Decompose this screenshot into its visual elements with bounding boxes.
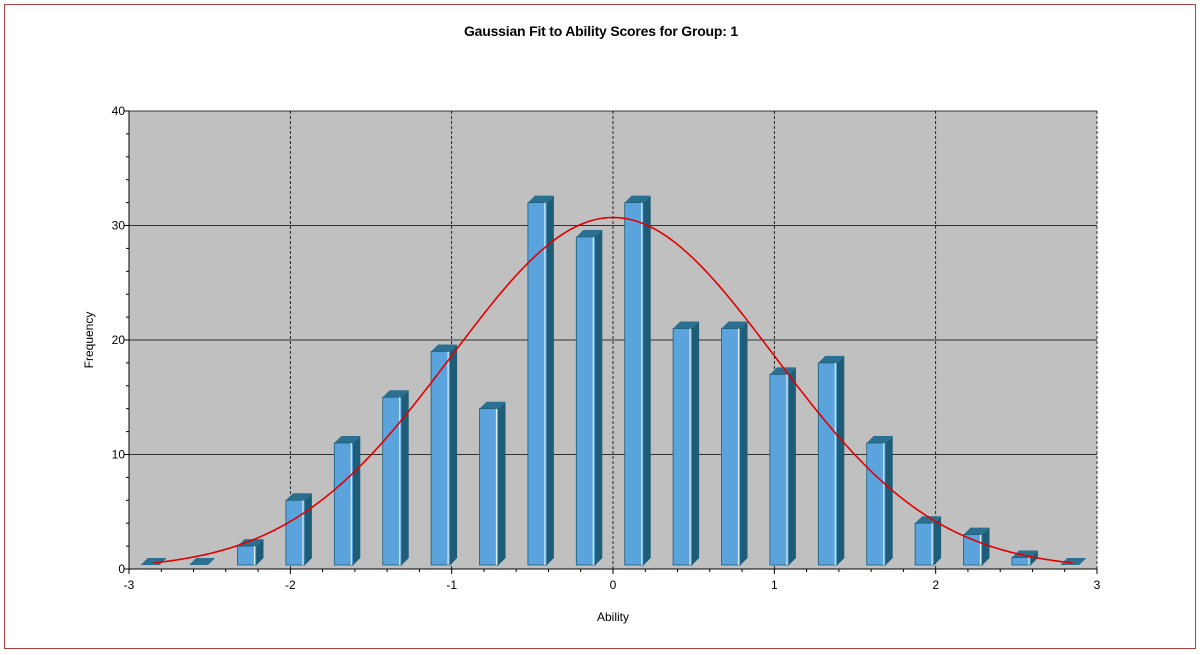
bar-side xyxy=(837,355,845,565)
bar-top xyxy=(285,493,312,501)
bar-top xyxy=(527,195,554,203)
bar-top xyxy=(1060,558,1087,565)
x-tick-label: -3 xyxy=(124,578,135,592)
y-tick-label: 20 xyxy=(112,333,126,347)
bar xyxy=(382,390,409,566)
y-tick-label: 40 xyxy=(112,104,126,118)
bar-front xyxy=(430,351,451,566)
bar-front xyxy=(914,522,935,566)
bar-front xyxy=(1011,557,1032,566)
bar-front xyxy=(721,328,741,566)
gaussian-fit-curve xyxy=(153,216,1073,564)
bar xyxy=(285,493,312,566)
bar-side xyxy=(498,401,506,565)
bar xyxy=(575,229,603,566)
bar xyxy=(140,558,167,565)
bar xyxy=(721,321,748,566)
bar xyxy=(333,436,361,566)
bar xyxy=(963,527,990,566)
bar-top xyxy=(479,401,506,409)
bar xyxy=(624,195,651,566)
bar xyxy=(672,321,700,566)
bar-top xyxy=(866,436,893,444)
bar-top xyxy=(334,436,361,444)
bar-top xyxy=(1011,550,1038,558)
x-axis-label: Ability xyxy=(597,610,629,624)
bar-front xyxy=(333,442,354,566)
bar-side xyxy=(401,390,409,565)
bar-side xyxy=(643,195,651,565)
bar xyxy=(914,516,942,566)
bar-side xyxy=(692,321,700,565)
bar-front xyxy=(866,442,887,566)
bar-side xyxy=(740,321,748,565)
bar xyxy=(237,539,264,566)
x-tick-label: -1 xyxy=(446,578,457,592)
bar-top xyxy=(576,229,603,237)
y-axis-label: Frequency xyxy=(82,312,96,369)
bar-top xyxy=(624,195,651,203)
bar-top xyxy=(963,527,990,535)
bar-side xyxy=(256,539,264,565)
bar xyxy=(769,367,796,566)
x-tick-label: 2 xyxy=(932,578,939,592)
x-tick-label: 3 xyxy=(1094,578,1101,592)
bar xyxy=(479,401,506,566)
bar-front xyxy=(285,499,306,566)
bar-side xyxy=(595,229,603,565)
bar-front xyxy=(382,396,403,566)
y-tick-label: 0 xyxy=(118,562,125,576)
bar-top xyxy=(189,558,216,565)
bar-top xyxy=(382,390,409,398)
bar-front xyxy=(817,362,838,566)
bar-top xyxy=(431,344,458,352)
bar-front xyxy=(237,545,257,566)
bar xyxy=(189,558,216,565)
bar-top xyxy=(769,367,796,375)
bar-side xyxy=(450,344,458,565)
bar-top xyxy=(818,355,845,363)
x-tick-label: 0 xyxy=(610,578,617,592)
tick-labels: 0 10 20 30 40 -3 -2 -1 0 1 2 3 xyxy=(112,104,1101,592)
bar xyxy=(1060,558,1087,565)
bar-front xyxy=(527,202,548,566)
bar-front xyxy=(624,202,645,566)
y-tick-label: 30 xyxy=(112,219,126,233)
bar-side xyxy=(788,367,796,565)
bar xyxy=(527,195,554,566)
x-tick-label: -2 xyxy=(285,578,296,592)
bar xyxy=(866,436,893,566)
bar-top xyxy=(721,321,748,329)
bar xyxy=(430,344,458,566)
y-tick-label: 10 xyxy=(112,448,126,462)
bar-side xyxy=(546,195,554,565)
bar-side xyxy=(982,527,990,565)
x-tick-label: 1 xyxy=(771,578,778,592)
axes xyxy=(124,110,1098,574)
bar-side xyxy=(934,516,942,565)
bar-top xyxy=(673,321,700,329)
bar-top xyxy=(140,558,167,565)
bar-side xyxy=(304,493,312,565)
bar xyxy=(817,355,845,566)
chart-title: Gaussian Fit to Ability Scores for Group… xyxy=(463,23,739,39)
bar-side xyxy=(885,436,893,565)
bar-front xyxy=(672,328,693,566)
bar-front xyxy=(479,408,499,566)
bar-front xyxy=(769,373,790,566)
bar-top xyxy=(237,539,264,547)
bar-front xyxy=(575,236,596,566)
bar-side xyxy=(353,436,361,565)
